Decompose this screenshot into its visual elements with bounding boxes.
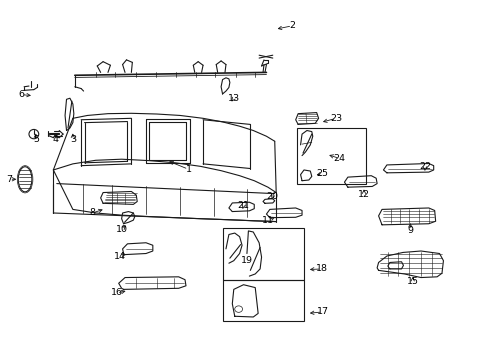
Text: 10: 10	[115, 225, 127, 234]
Text: 22: 22	[418, 162, 430, 171]
Bar	[222, 280, 304, 320]
Text: 15: 15	[406, 276, 418, 285]
Text: 5: 5	[33, 135, 39, 144]
Text: 9: 9	[407, 226, 412, 235]
Text: 19: 19	[241, 256, 252, 265]
Text: 20: 20	[266, 192, 278, 201]
Text: 14: 14	[114, 252, 126, 261]
Text: 6: 6	[18, 90, 24, 99]
Text: 13: 13	[227, 94, 239, 103]
Text: 16: 16	[110, 288, 122, 297]
Text: 11: 11	[262, 216, 273, 225]
Bar	[222, 228, 304, 280]
Text: 18: 18	[315, 265, 327, 274]
Text: 17: 17	[316, 307, 328, 316]
Text: 7: 7	[6, 175, 13, 184]
Text: 3: 3	[70, 135, 76, 144]
Text: 12: 12	[357, 190, 369, 199]
Text: 21: 21	[237, 201, 249, 210]
Text: 2: 2	[289, 21, 295, 30]
Text: 24: 24	[333, 154, 345, 163]
Text: 4: 4	[52, 135, 58, 144]
Bar	[297, 128, 366, 184]
Text: 8: 8	[89, 208, 95, 217]
Text: 23: 23	[329, 114, 342, 123]
Text: 1: 1	[185, 165, 191, 174]
Text: 25: 25	[316, 169, 328, 178]
